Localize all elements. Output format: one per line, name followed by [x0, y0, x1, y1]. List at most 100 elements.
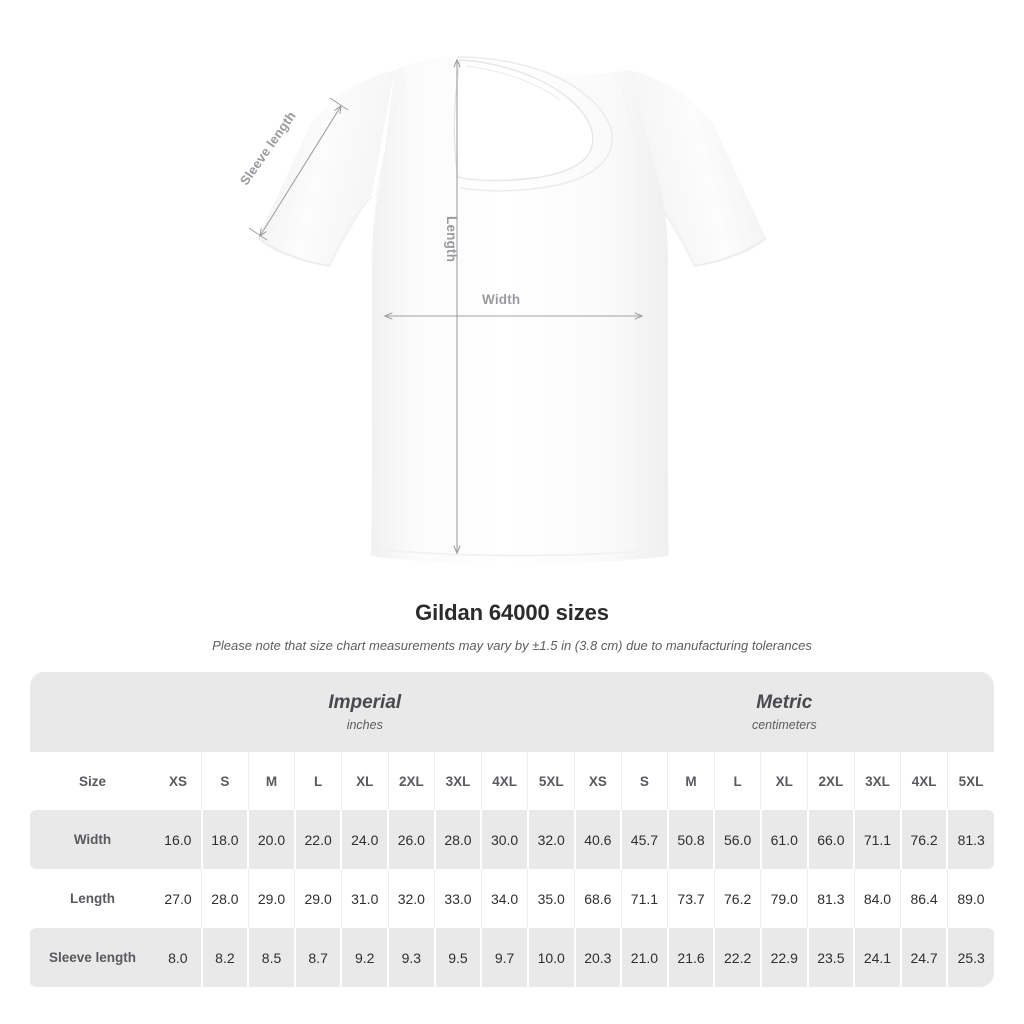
row-label-width: Width [30, 810, 155, 869]
cell-width-imperial-4xl: 30.0 [480, 810, 528, 869]
cell-width-imperial-2xl: 26.0 [387, 810, 435, 869]
cell-width-metric-m: 50.8 [666, 810, 715, 869]
unit-name: Imperial [328, 691, 402, 713]
unit-sub: inches [346, 718, 383, 733]
size-header-imperial-xs: XS [155, 752, 202, 810]
cell-length-metric-m: 73.7 [667, 869, 715, 928]
size-header-imperial-3xl: 3XL [434, 752, 482, 810]
cell-length-metric-xl: 79.0 [760, 869, 808, 928]
cell-width-metric-2xl: 66.0 [806, 810, 855, 869]
tshirt-illustration [248, 56, 767, 565]
cell-length-imperial-xs: 27.0 [155, 869, 202, 928]
cell-length-metric-5xl: 89.0 [946, 869, 995, 928]
cell-length-metric-3xl: 84.0 [853, 869, 901, 928]
cell-width-imperial-m: 20.0 [247, 810, 295, 869]
size-header-metric-4xl: 4XL [900, 752, 948, 810]
size-header-metric-l: L [713, 752, 761, 810]
page-subtitle: Please note that size chart measurements… [212, 638, 812, 653]
size-header-imperial-2xl: 2XL [387, 752, 435, 810]
size-header-metric-s: S [620, 752, 668, 810]
tshirt-diagram: Sleeve length Length Width [237, 56, 767, 565]
cell-width-metric-5xl: 81.3 [946, 810, 995, 869]
size-chart-table-wrapper: Imperial inches Metric centimeters Size XS S M L… [30, 672, 995, 987]
row-label-sleeve-length: Sleeve length [30, 928, 155, 987]
cell-sleeve-length-imperial-s: 8.2 [200, 928, 249, 987]
cell-sleeve-length-metric-2xl: 23.5 [806, 928, 855, 987]
cell-length-imperial-5xl: 35.0 [527, 869, 575, 928]
size-header-metric-2xl: 2XL [807, 752, 855, 810]
size-header-imperial-s: S [201, 752, 249, 810]
cell-width-imperial-l: 22.0 [293, 810, 342, 869]
cell-sleeve-length-metric-5xl: 25.3 [946, 928, 995, 987]
cell-length-imperial-2xl: 32.0 [387, 869, 435, 928]
cell-width-imperial-3xl: 28.0 [433, 810, 482, 869]
unit-sub: centimeters [751, 718, 817, 733]
cell-sleeve-length-imperial-3xl: 9.5 [433, 928, 482, 987]
size-header-metric-m: M [667, 752, 715, 810]
cell-length-imperial-l: 29.0 [294, 869, 342, 928]
table-row: Sleeve length 8.0 8.2 8.5 8.7 9.2 9.3 9.5 9.7 10.… [30, 928, 995, 987]
cell-sleeve-length-imperial-xs: 8.0 [155, 928, 202, 987]
cell-width-metric-xl: 61.0 [759, 810, 808, 869]
cell-width-imperial-5xl: 32.0 [526, 810, 575, 869]
cell-sleeve-length-imperial-4xl: 9.7 [480, 928, 528, 987]
cell-width-metric-xs: 40.6 [573, 810, 622, 869]
shirt-silhouette [257, 56, 767, 565]
cell-sleeve-length-metric-3xl: 24.1 [853, 928, 901, 987]
cell-width-metric-s: 45.7 [620, 810, 668, 869]
size-header-imperial-5xl: 5XL [527, 752, 575, 810]
size-header-row: Size XS S M L XL 2XL 3XL 4XL 5XL XS S M L XL 2XL 3XL 4XL 5… [30, 752, 995, 810]
cell-sleeve-length-imperial-2xl: 9.3 [387, 928, 435, 987]
size-header-metric-xl: XL [760, 752, 808, 810]
cell-sleeve-length-imperial-m: 8.5 [247, 928, 295, 987]
size-header-label: Size [30, 752, 155, 810]
page-title: Gildan 64000 sizes [415, 600, 609, 625]
cell-length-metric-s: 71.1 [620, 869, 668, 928]
unit-header-imperial: Imperial inches [155, 672, 575, 752]
size-header-imperial-m: M [247, 752, 295, 810]
size-header-imperial-xl: XL [340, 752, 389, 810]
unit-name: Metric [756, 691, 813, 713]
size-header-metric-xs: XS [574, 752, 622, 810]
cell-length-metric-l: 76.2 [713, 869, 761, 928]
cell-sleeve-length-metric-s: 21.0 [620, 928, 668, 987]
cell-width-metric-4xl: 76.2 [899, 810, 948, 869]
cell-length-metric-2xl: 81.3 [807, 869, 855, 928]
dimension-lines [248, 60, 642, 553]
title-block: Gildan 64000 sizes Please note that size… [0, 600, 1024, 653]
cell-length-imperial-xl: 31.0 [340, 869, 389, 928]
cell-sleeve-length-imperial-xl: 9.2 [340, 928, 389, 987]
cell-sleeve-length-metric-xs: 20.3 [573, 928, 622, 987]
width-label: Width [482, 292, 521, 307]
unit-header-blank [30, 672, 155, 752]
cell-width-imperial-xs: 16.0 [155, 810, 202, 869]
cell-width-metric-3xl: 71.1 [853, 810, 901, 869]
cell-width-imperial-s: 18.0 [200, 810, 249, 869]
size-header-imperial-4xl: 4XL [480, 752, 528, 810]
size-header-metric-3xl: 3XL [853, 752, 901, 810]
sleeve-length-dimension [248, 97, 349, 241]
cell-length-imperial-3xl: 33.0 [434, 869, 482, 928]
table-row: Length 27.0 28.0 29.0 29.0 31.0 32.0 33.0 34.0 35… [30, 869, 995, 928]
table-row: Width 16.0 18.0 20.0 22.0 24.0 26.0 28.0 30.0 32.… [30, 810, 995, 869]
length-label: Length [444, 216, 459, 263]
cell-length-metric-4xl: 86.4 [900, 869, 948, 928]
cell-length-imperial-4xl: 34.0 [480, 869, 528, 928]
cell-sleeve-length-metric-l: 22.2 [713, 928, 761, 987]
row-label-length: Length [30, 869, 155, 928]
cell-sleeve-length-imperial-l: 8.7 [293, 928, 342, 987]
cell-length-imperial-s: 28.0 [201, 869, 249, 928]
cell-sleeve-length-imperial-5xl: 10.0 [526, 928, 575, 987]
cell-length-imperial-m: 29.0 [247, 869, 295, 928]
size-header-metric-5xl: 5XL [946, 752, 995, 810]
unit-header-metric: Metric centimeters [574, 672, 995, 752]
cell-length-metric-xs: 68.6 [574, 869, 622, 928]
unit-header-row: Imperial inches Metric centimeters [30, 672, 995, 752]
cell-width-metric-l: 56.0 [713, 810, 761, 869]
size-header-imperial-l: L [294, 752, 342, 810]
cell-sleeve-length-metric-m: 21.6 [666, 928, 715, 987]
cell-width-imperial-xl: 24.0 [340, 810, 389, 869]
cell-sleeve-length-metric-xl: 22.9 [759, 928, 808, 987]
size-chart-table: Imperial inches Metric centimeters Size XS S M L… [30, 672, 995, 987]
cell-sleeve-length-metric-4xl: 24.7 [899, 928, 948, 987]
